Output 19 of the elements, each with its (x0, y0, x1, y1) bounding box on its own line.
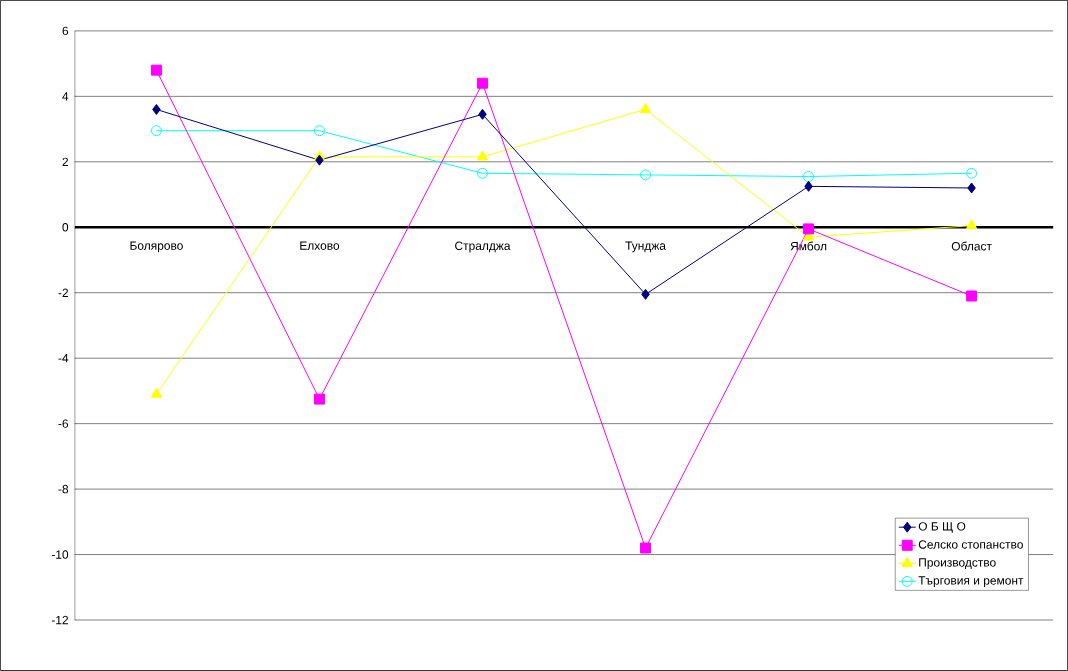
x-tick-label: Болярово (130, 241, 183, 253)
y-tick-label: 4 (62, 92, 69, 101)
y-tick-label: -2 (58, 288, 68, 297)
y-tick-label: -4 (58, 354, 69, 363)
y-tick-label: -10 (51, 550, 69, 559)
y-tick-label: 2 (62, 157, 69, 167)
legend-label: О Б Щ О (918, 522, 966, 533)
x-tick-label: Елхово (300, 241, 340, 250)
y-tick-label: 6 (62, 26, 69, 36)
y-tick-label: -6 (58, 419, 69, 428)
x-tick-label: Стралджа (455, 241, 511, 253)
x-tick-label: Тунджа (625, 241, 666, 253)
legend-label: Търговия и ремонт (918, 576, 1024, 588)
legend-label: Селско стопанство (918, 540, 1023, 549)
legend-label: Производство (919, 558, 996, 570)
y-tick-label: -8 (58, 484, 69, 494)
x-tick-label: Област (951, 241, 992, 251)
y-tick-label: -12 (51, 615, 68, 625)
y-tick-label: 0 (62, 223, 69, 232)
